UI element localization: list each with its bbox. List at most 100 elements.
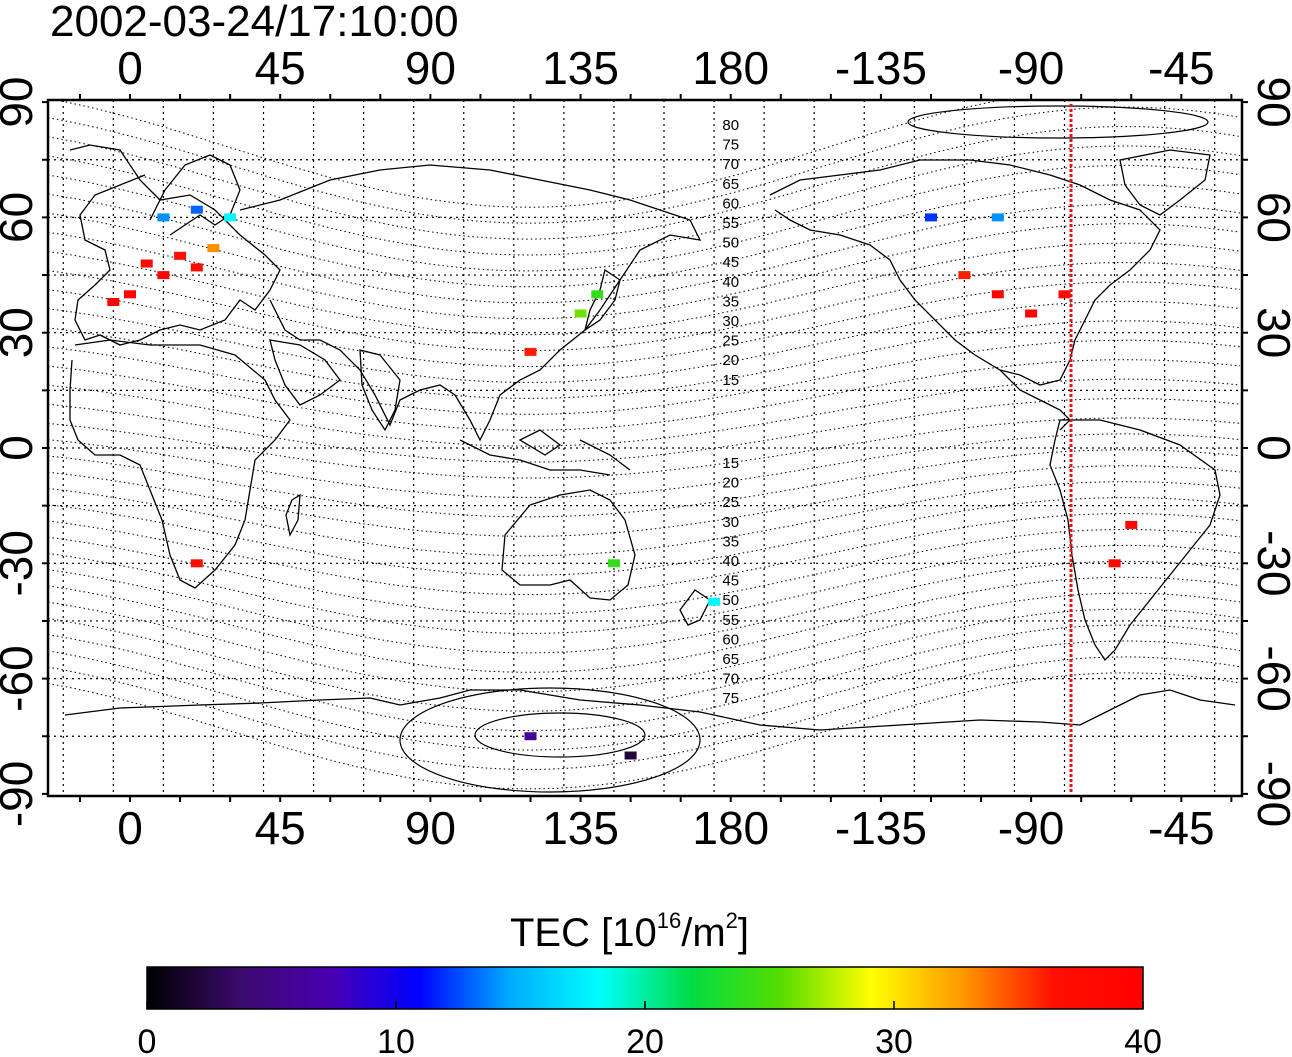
- magnetic-contour: [48, 656, 1241, 770]
- magnetic-contour: [48, 481, 1241, 557]
- north-pole-contour: [907, 105, 1209, 139]
- magnetic-latitude-contours: [48, 100, 1241, 793]
- contour-label: 80: [722, 117, 739, 134]
- africa-coast: [69, 339, 291, 589]
- magnetic-contour: [48, 417, 1241, 479]
- contour-label: 15: [722, 455, 739, 472]
- y-tick-label-right: 60: [1248, 192, 1292, 243]
- x-tick-label-top: 90: [405, 42, 456, 94]
- new-zealand-coast: [679, 589, 711, 626]
- tec-marker: [124, 290, 136, 299]
- magnetic-contour: [48, 126, 1241, 240]
- contour-label: 50: [722, 235, 739, 252]
- x-tick-label-bottom: -45: [1148, 802, 1214, 854]
- contour-label: 35: [722, 293, 739, 310]
- tec-marker: [1058, 290, 1071, 299]
- tec-marker: [207, 244, 220, 253]
- magnetic-contour: [48, 576, 1241, 673]
- x-tick-label-bottom: 45: [255, 802, 306, 854]
- tec-marker: [708, 597, 721, 606]
- tec-marker: [140, 259, 153, 268]
- frame-tick-marks: [42, 94, 1248, 802]
- magnetic-contour: [48, 529, 1241, 615]
- india-coast: [359, 349, 401, 432]
- y-tick-label-right: 90: [1248, 77, 1292, 128]
- magnetic-contour: [48, 339, 1241, 415]
- contour-label: 25: [722, 333, 739, 350]
- magnetic-contour: [48, 242, 1241, 336]
- magnetic-contour: [48, 640, 1241, 751]
- magnetic-contour: [48, 262, 1241, 352]
- x-tick-label-top: -135: [835, 42, 927, 94]
- magnetic-contour: [48, 544, 1241, 634]
- colorbar-ticks: 0 10 20 30 40: [138, 1001, 1162, 1057]
- tec-marker: [1025, 309, 1038, 318]
- x-tick-label-bottom: 135: [542, 802, 619, 854]
- x-tick-label-bottom: 180: [692, 802, 769, 854]
- contour-label: 45: [722, 573, 739, 590]
- contour-label: 40: [722, 553, 739, 570]
- tec-marker: [607, 559, 620, 568]
- tec-marker: [991, 213, 1004, 222]
- map-title: 2002-03-24/17:10:00: [50, 0, 459, 46]
- colorbar-title: TEC [1016/m2]: [510, 908, 749, 955]
- magnetic-contour: [48, 145, 1241, 256]
- x-tick-label-top: -45: [1148, 42, 1214, 94]
- colorbar-panel: TEC [1016/m2] 0 10 20 30 40: [138, 908, 1162, 1057]
- tec-marker: [1108, 559, 1121, 568]
- magnetic-contour: [48, 184, 1241, 288]
- magnetic-contour: [48, 560, 1241, 654]
- contour-labels: 80 75 70 65 60 55 50 45 40 35 30 25 20 15 15 20 25 30 35 40…: [722, 117, 739, 707]
- tec-marker: [190, 263, 203, 272]
- x-tick-label-top: 135: [542, 42, 619, 94]
- y-axis-left: 90 60 30 0 -30 -60 -90: [0, 77, 42, 828]
- contour-label: 70: [722, 156, 739, 173]
- indonesia-coast: [459, 429, 631, 476]
- contour-label: 30: [722, 514, 739, 531]
- contour-label: 75: [722, 690, 739, 707]
- magnetic-contour: [48, 592, 1241, 693]
- colorbar-tick-label: 10: [377, 1023, 415, 1057]
- contour-label: 45: [722, 254, 739, 271]
- colorbar-tick-label: 30: [875, 1023, 913, 1057]
- magnetic-contour: [48, 608, 1241, 712]
- tec-marker: [574, 309, 587, 318]
- tec-marker: [157, 213, 170, 222]
- y-tick-label-left: 60: [0, 192, 42, 243]
- y-tick-label-left: -30: [0, 530, 42, 596]
- tec-marker: [224, 213, 237, 222]
- contour-label: 75: [722, 137, 739, 154]
- x-tick-label-bottom: 0: [117, 802, 143, 854]
- greenland-coast: [1119, 149, 1211, 216]
- tec-marker: [107, 298, 120, 306]
- magnetic-contour: [48, 203, 1241, 304]
- tec-marker: [157, 271, 170, 280]
- y-tick-label-left: -90: [0, 761, 42, 827]
- map-panel: 0 45 90 135 180 -135 -90 -45 0 45 90 135 180 -135 -90…: [0, 42, 1292, 854]
- contour-label: 35: [722, 533, 739, 550]
- contour-label: 20: [722, 475, 739, 492]
- x-tick-label-top: 45: [255, 42, 306, 94]
- contour-label: 60: [722, 631, 739, 648]
- tec-marker: [925, 213, 937, 222]
- antarctica-coast: [64, 689, 1236, 731]
- y-tick-label-right: 30: [1248, 307, 1292, 358]
- x-axis-top: 0 45 90 135 180 -135 -90 -45: [117, 42, 1214, 94]
- magnetic-contour: [48, 223, 1241, 320]
- y-axis-right: 90 60 30 0 -30 -60 -90: [1248, 77, 1292, 828]
- tec-marker: [190, 205, 203, 214]
- colorbar-tick-label: 20: [626, 1023, 664, 1057]
- south-america-coast: [1049, 419, 1221, 662]
- contour-label: 30: [722, 313, 739, 330]
- magnetic-contour: [48, 281, 1241, 367]
- x-tick-label-top: 180: [692, 42, 769, 94]
- asia-coast: [239, 164, 702, 442]
- y-tick-label-left: 30: [0, 307, 42, 358]
- scandinavia-coast: [149, 154, 241, 236]
- contour-label: 65: [722, 651, 739, 668]
- contour-label: 65: [722, 176, 739, 193]
- y-tick-label-right: -30: [1248, 530, 1292, 596]
- x-tick-label-top: -90: [998, 42, 1064, 94]
- x-tick-label-bottom: 90: [405, 802, 456, 854]
